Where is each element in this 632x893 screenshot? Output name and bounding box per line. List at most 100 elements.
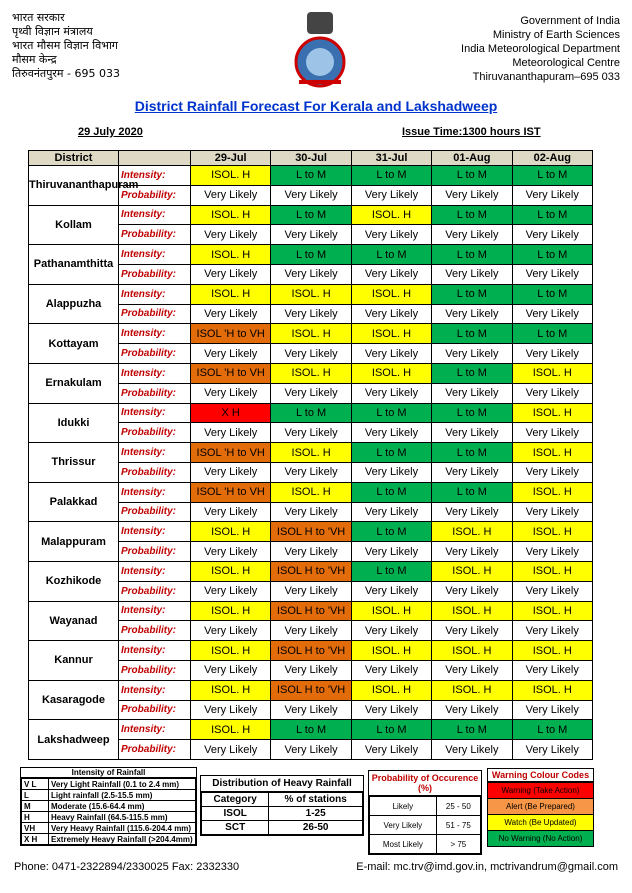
probability-cell: Very Likely (350, 343, 433, 364)
probability-row: Probability: Very Likely Very Likely Very L… (29, 739, 594, 760)
desc: Heavy Rainfall (64.5-115.5 mm) (48, 811, 196, 823)
intensity-cell: ISOL. H (350, 600, 433, 622)
intensity-cell: L to M (350, 442, 433, 463)
intensity-cell: ISOL. H (189, 640, 272, 661)
legend-title: Probability of Occurence (%) (369, 771, 481, 796)
intensity-cell: L to M (511, 165, 594, 186)
legend-row: ISOL 1-25 (200, 806, 363, 821)
district: Ernakulam (28, 362, 119, 404)
intensity-cell: ISOL. H (350, 204, 433, 226)
intensity-cell: ISOL. H (350, 362, 433, 384)
intensity-cell: ISOL. H (270, 283, 352, 305)
cell: > 75 (435, 834, 482, 854)
desc: Very Light Rainfall (0.1 to 2.4 mm) (48, 778, 196, 790)
probability-label: Probability: (118, 263, 191, 285)
probability-cell: Very Likely (350, 620, 433, 642)
probability-cell: Very Likely (431, 224, 513, 246)
code: H (21, 811, 49, 823)
probability-cell: Very Likely (511, 303, 594, 325)
probability-cell: Very Likely (189, 382, 272, 404)
intensity-cell: ISOL. H (189, 679, 272, 701)
intensity-cell: ISOL. H (189, 204, 272, 226)
intensity-cell: L to M (350, 560, 433, 582)
cell: SCT (200, 820, 270, 835)
district: Idukki (28, 402, 119, 444)
day-header: 30-Jul (270, 150, 352, 166)
intensity-cell: L to M (431, 481, 513, 503)
intensity-cell: ISOL. H (511, 560, 594, 582)
intensity-row: Kozhikode Intensity: ISOL. H ISOL H to 'VH L… (28, 560, 594, 602)
probability-row: Probability: Very Likely Very Likely Very L… (29, 580, 594, 602)
probability-cell: Very Likely (511, 422, 594, 444)
probability-cell: Very Likely (270, 343, 352, 364)
probability-cell: Very Likely (189, 501, 272, 523)
warning-legend: Warning Colour Codes Warning (Take Action… (487, 768, 594, 847)
intensity-cell: L to M (431, 402, 513, 424)
intensity-cell: ISOL H to 'VH (270, 521, 352, 543)
probability-cell: Very Likely (270, 620, 352, 642)
intensity-label: Intensity: (118, 442, 191, 463)
probability-cell: Very Likely (350, 699, 433, 721)
probability-cell: Very Likely (511, 659, 594, 681)
probability-row: Probability: Very Likely Very Likely Very L… (29, 461, 594, 483)
intensity-label: Intensity: (118, 481, 191, 503)
probability-cell: Very Likely (189, 224, 272, 246)
intensity-row: Malappuram Intensity: ISOL. H ISOL H to 'VH… (28, 521, 594, 562)
district: Malappuram (28, 521, 119, 562)
probability-row: Probability: Very Likely Very Likely Very L… (29, 343, 594, 364)
header-line: भारत मौसम विज्ञान विभाग (12, 39, 118, 52)
intensity-row: Kasaragode Intensity: ISOL. H ISOL H to 'VH… (28, 679, 594, 721)
intensity-cell: L to M (270, 204, 352, 226)
legend-row: H Heavy Rainfall (64.5-115.5 mm) (21, 811, 196, 823)
intensity-row: Wayanad Intensity: ISOL. H ISOL H to 'VH ISO… (28, 600, 594, 642)
probability-label: Probability: (118, 501, 191, 523)
header-right: Government of India Ministry of Earth Sci… (461, 14, 620, 84)
probability-cell: Very Likely (189, 699, 272, 721)
intensity-cell: ISOL. H (431, 600, 513, 622)
forecast-table: District 29-Jul 30-Jul 31-Jul 01-Aug 02-Aug Th… (28, 150, 594, 760)
district: Kannur (28, 640, 119, 681)
district: Alappuzha (28, 283, 119, 325)
intensity-cell: ISOL. H (431, 560, 513, 582)
probability-cell: Very Likely (431, 461, 513, 483)
warning-row: No Warning (No Action) (488, 830, 593, 846)
intensity-cell: ISOL. H (511, 402, 594, 424)
intensity-cell: ISOL. H (350, 679, 433, 701)
intensity-cell: L to M (431, 362, 513, 384)
desc: Moderate (15.6-64.4 mm) (48, 800, 196, 812)
probability-cell: Very Likely (350, 659, 433, 681)
cell: Very Likely (369, 815, 437, 835)
intensity-cell: ISOL. H (431, 640, 513, 661)
intensity-cell: ISOL. H (189, 719, 272, 741)
intensity-cell: ISOL. H (511, 679, 594, 701)
probability-cell: Very Likely (511, 343, 594, 364)
intensity-label: Intensity: (118, 640, 191, 661)
day-header: 01-Aug (431, 150, 513, 166)
intensity-cell: L to M (350, 165, 433, 186)
intensity-cell: ISOL. H (511, 640, 594, 661)
district: Palakkad (28, 481, 119, 523)
intensity-cell: L to M (511, 719, 594, 741)
day-header: 29-Jul (189, 150, 272, 166)
intensity-cell: L to M (270, 719, 352, 741)
legend-row: Likely 25 - 50 (369, 796, 482, 816)
probability-cell: Very Likely (189, 580, 272, 602)
probability-cell: Very Likely (189, 620, 272, 642)
header-line: India Meteorological Department (461, 43, 620, 55)
intensity-cell: ISOL. H (189, 244, 272, 265)
intensity-label: Intensity: (118, 204, 191, 226)
intensity-cell: ISOL H to 'VH (270, 640, 352, 661)
cell: 25 - 50 (435, 796, 482, 816)
probability-label: Probability: (118, 382, 191, 404)
legend-row: X H Extremely Heavy Rainfall (>204.4mm) (21, 833, 196, 845)
probability-cell: Very Likely (511, 263, 594, 285)
probability-cell: Very Likely (189, 184, 272, 206)
district: Kollam (28, 204, 119, 246)
intensity-cell: L to M (350, 244, 433, 265)
intensity-label: Intensity: (118, 560, 191, 582)
desc: Very Heavy Rainfall (115.6-204.4 mm) (48, 822, 196, 834)
intensity-cell: L to M (270, 244, 352, 265)
probability-row: Probability: Very Likely Very Likely Very L… (29, 422, 594, 444)
